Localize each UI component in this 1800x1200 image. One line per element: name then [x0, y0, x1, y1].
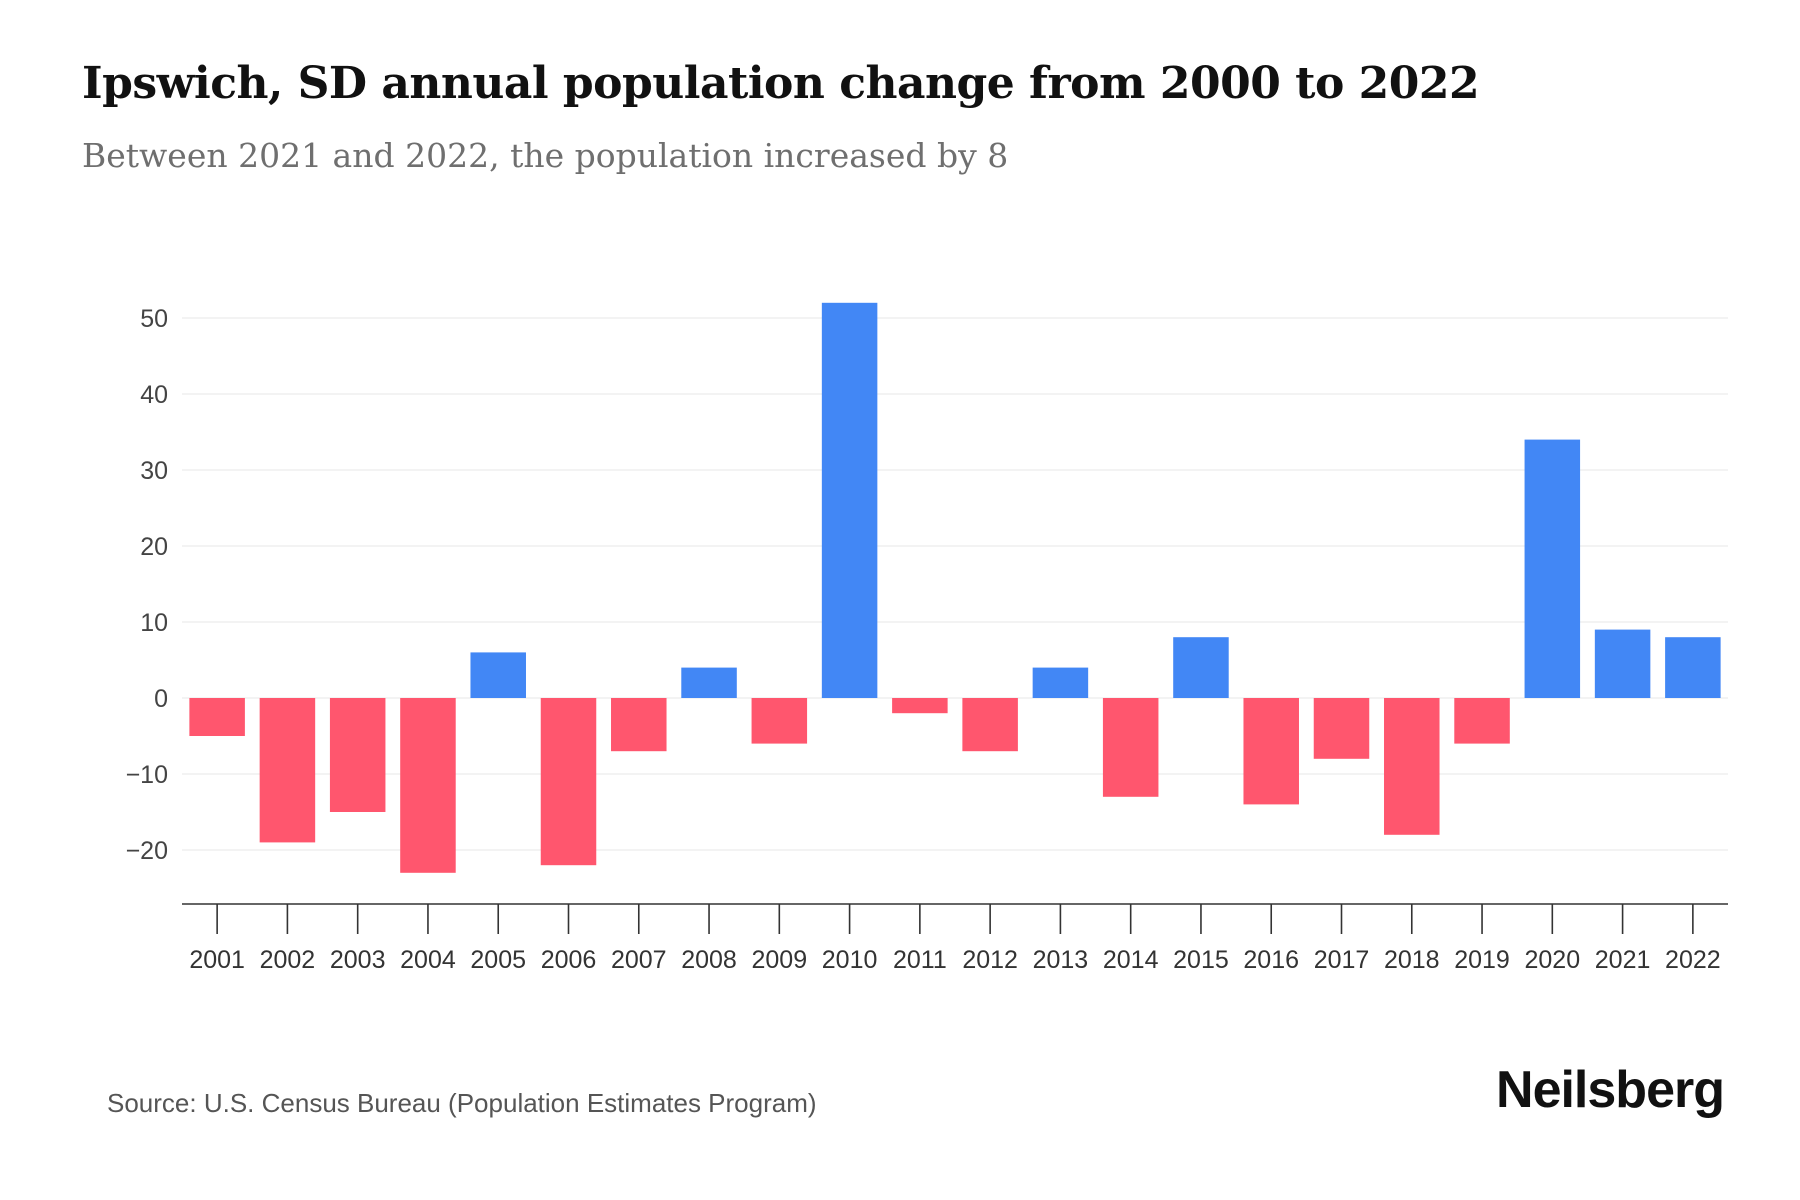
bar-2008[interactable]: [681, 667, 737, 698]
bar-2016[interactable]: [1243, 698, 1299, 805]
y-tick-label: 50: [140, 305, 168, 333]
x-tick-label: 2002: [260, 946, 316, 974]
x-tick-label: 2021: [1595, 946, 1651, 974]
bar-2010[interactable]: [821, 302, 878, 698]
bar-2005[interactable]: [470, 652, 526, 698]
x-tick-label: 2020: [1525, 946, 1581, 974]
y-tick-label: −20: [126, 837, 168, 865]
x-tick-label: 2019: [1454, 946, 1510, 974]
x-tick-label: 2009: [752, 946, 808, 974]
bar-2011[interactable]: [892, 698, 948, 714]
x-tick-label: 2005: [470, 946, 526, 974]
x-tick-label: 2013: [1033, 946, 1089, 974]
x-tick-label: 2008: [681, 946, 737, 974]
x-tick-label: 2003: [330, 946, 386, 974]
x-tick-label: 2015: [1173, 946, 1229, 974]
x-tick-label: 2006: [541, 946, 597, 974]
x-tick-label: 2014: [1103, 946, 1159, 974]
bar-2004[interactable]: [400, 698, 456, 873]
x-tick-label: 2016: [1243, 946, 1299, 974]
x-tick-label: 2001: [189, 946, 245, 974]
chart-subtitle: Between 2021 and 2022, the population in…: [82, 136, 1009, 175]
bar-2019[interactable]: [1454, 698, 1510, 744]
x-tick-label: 2017: [1314, 946, 1370, 974]
bar-2006[interactable]: [540, 698, 597, 866]
bar-2012[interactable]: [962, 698, 1018, 752]
bar-2021[interactable]: [1594, 629, 1651, 698]
bar-2002[interactable]: [259, 698, 316, 843]
x-tick-label: 2018: [1384, 946, 1440, 974]
x-tick-label: 2012: [962, 946, 1018, 974]
bar-2001[interactable]: [189, 698, 245, 736]
chart-title: Ipswich, SD annual population change fro…: [82, 58, 1480, 109]
brand-logo: Neilsberg: [1496, 1061, 1725, 1119]
bar-2018[interactable]: [1384, 698, 1440, 835]
bar-2014[interactable]: [1102, 698, 1159, 797]
y-tick-label: 10: [140, 609, 168, 637]
bar-2003[interactable]: [329, 698, 386, 812]
bar-2013[interactable]: [1032, 667, 1089, 698]
x-tick-label: 2007: [611, 946, 667, 974]
y-tick-label: −10: [126, 761, 168, 789]
y-tick-label: 20: [140, 533, 168, 561]
x-tick-label: 2011: [893, 946, 947, 974]
bar-2022[interactable]: [1665, 637, 1721, 698]
bar-2009[interactable]: [751, 698, 808, 744]
x-tick-label: 2004: [400, 946, 456, 974]
source-note: Source: U.S. Census Bureau (Population E…: [107, 1088, 817, 1118]
y-tick-label: 0: [154, 685, 168, 713]
bar-2015[interactable]: [1173, 637, 1229, 698]
x-tick-label: 2022: [1665, 946, 1721, 974]
bar-2017[interactable]: [1313, 698, 1370, 759]
bar-2020[interactable]: [1524, 439, 1581, 698]
bar-2007[interactable]: [611, 698, 667, 752]
y-tick-label: 30: [140, 457, 168, 485]
x-tick-label: 2010: [822, 946, 878, 974]
y-tick-label: 40: [140, 381, 168, 409]
